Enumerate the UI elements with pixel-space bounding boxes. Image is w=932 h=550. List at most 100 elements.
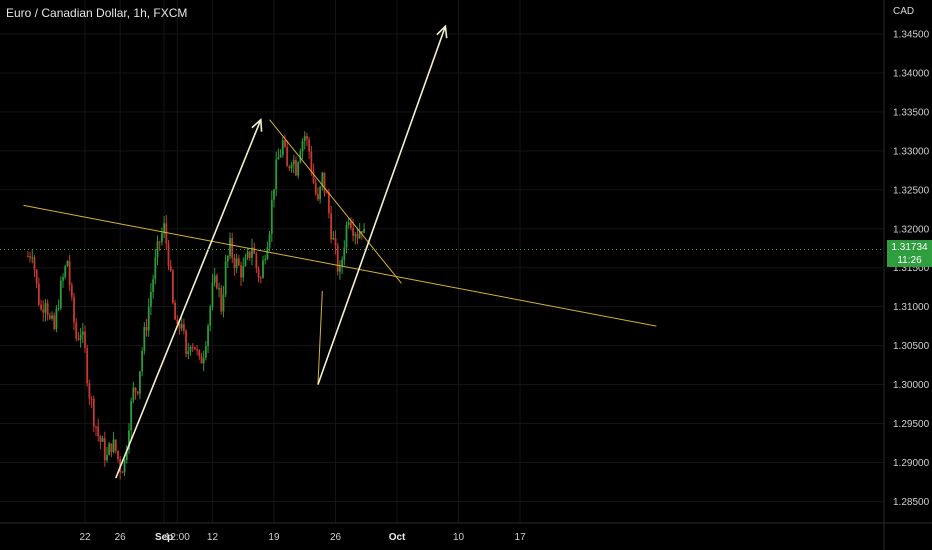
y-tick-label: 1.31000: [893, 302, 930, 313]
candle-body: [356, 234, 359, 239]
price-axis[interactable]: 1.34500 1.34000 1.33500 1.33000 1.32500 1.320…: [893, 30, 930, 508]
candle-body: [325, 192, 328, 194]
candle-body: [248, 251, 251, 258]
candle-body: [191, 346, 194, 348]
candle-body: [222, 294, 225, 312]
candle-body: [167, 243, 170, 266]
candle-body: [237, 258, 240, 266]
candle-body: [328, 192, 330, 214]
candle-body: [86, 347, 89, 384]
candle-body: [73, 296, 75, 323]
candle-body: [218, 288, 220, 290]
arrow-up-2-shaft: [317, 25, 447, 385]
candle-body: [312, 171, 315, 183]
candle-body: [281, 140, 284, 155]
candle-body: [330, 213, 333, 240]
candle-body: [42, 309, 45, 313]
candle-body: [317, 193, 319, 200]
y-tick-label: 1.29000: [893, 458, 930, 469]
y-tick-label: 1.29500: [893, 419, 930, 430]
candle-body: [40, 304, 42, 310]
candle-body: [112, 439, 115, 453]
candle-body: [343, 247, 346, 260]
candle-body: [139, 371, 141, 394]
candle-body: [207, 325, 209, 347]
candle-body: [123, 459, 126, 473]
candle-body: [187, 351, 190, 354]
candle-body: [77, 338, 80, 340]
y-tick-label: 1.32500: [893, 185, 930, 196]
candle-body: [290, 164, 293, 169]
x-tick-label: 12: [207, 532, 219, 543]
wedge-upper-line: [269, 119, 402, 284]
candle-body: [114, 439, 117, 451]
x-tick-label: Sep: [155, 532, 173, 543]
candle-body: [306, 136, 308, 140]
candle-body: [84, 331, 86, 348]
candle-body: [262, 260, 264, 278]
candle-body: [143, 327, 146, 351]
candle-body: [81, 331, 84, 336]
candle-body: [347, 222, 350, 225]
candle-body: [88, 383, 91, 399]
candle-body: [57, 308, 60, 310]
y-tick-label: 1.34500: [893, 30, 930, 41]
candle-body: [314, 182, 317, 194]
y-tick-label: 1.30000: [893, 380, 930, 391]
y-tick-label: 1.34000: [893, 68, 930, 79]
candle-body: [360, 231, 363, 233]
y-tick-label: 1.33500: [893, 107, 930, 118]
candle-body: [363, 229, 365, 233]
candle-body: [46, 303, 49, 316]
chart-title: Euro / Canadian Dollar, 1h, FXCM: [6, 6, 188, 20]
candle-body: [231, 238, 234, 258]
candle-body: [75, 322, 78, 339]
candle-body: [136, 391, 139, 394]
candle-body: [165, 223, 168, 244]
candle-body: [215, 275, 218, 289]
candle-body: [334, 238, 337, 246]
candle-body: [189, 346, 192, 352]
candle-body: [79, 335, 82, 340]
last-price-value: 1.31734: [891, 242, 928, 253]
candle-body: [235, 258, 238, 269]
candle-body: [130, 400, 133, 431]
candle-body: [209, 306, 212, 326]
candle-body: [295, 159, 297, 176]
candle-body: [277, 157, 280, 160]
candle-body: [141, 350, 144, 372]
candle-body: [108, 443, 111, 456]
wedge-drop-line: [317, 291, 323, 385]
candle-body: [68, 260, 71, 286]
candle-body: [352, 227, 354, 236]
candle-body: [196, 349, 198, 351]
trendline: [23, 204, 657, 327]
x-tick-label: 12:00: [165, 532, 190, 543]
candle-body: [301, 141, 304, 152]
candle-body: [240, 265, 242, 278]
candle-body: [150, 291, 152, 307]
x-tick-label: 19: [268, 532, 280, 543]
candle-body: [180, 324, 183, 329]
candle-body: [321, 172, 324, 187]
candle-body: [297, 162, 300, 176]
candle-body: [128, 430, 130, 450]
candle-body: [134, 387, 137, 392]
candle-body: [200, 356, 203, 364]
candle-body: [354, 234, 357, 236]
candle-body: [255, 253, 258, 269]
candle-body: [158, 241, 161, 243]
candle-body: [182, 324, 185, 331]
candle-body: [145, 327, 148, 331]
candle-body: [242, 266, 245, 278]
candle-body: [53, 315, 56, 329]
candle-body: [319, 186, 322, 200]
arrow-up-1-shaft: [115, 119, 262, 479]
candle-body: [110, 443, 113, 453]
y-tick-label: 1.32000: [893, 224, 930, 235]
candle-body: [70, 285, 73, 297]
candle-body: [90, 398, 93, 400]
candle-body: [310, 151, 313, 172]
